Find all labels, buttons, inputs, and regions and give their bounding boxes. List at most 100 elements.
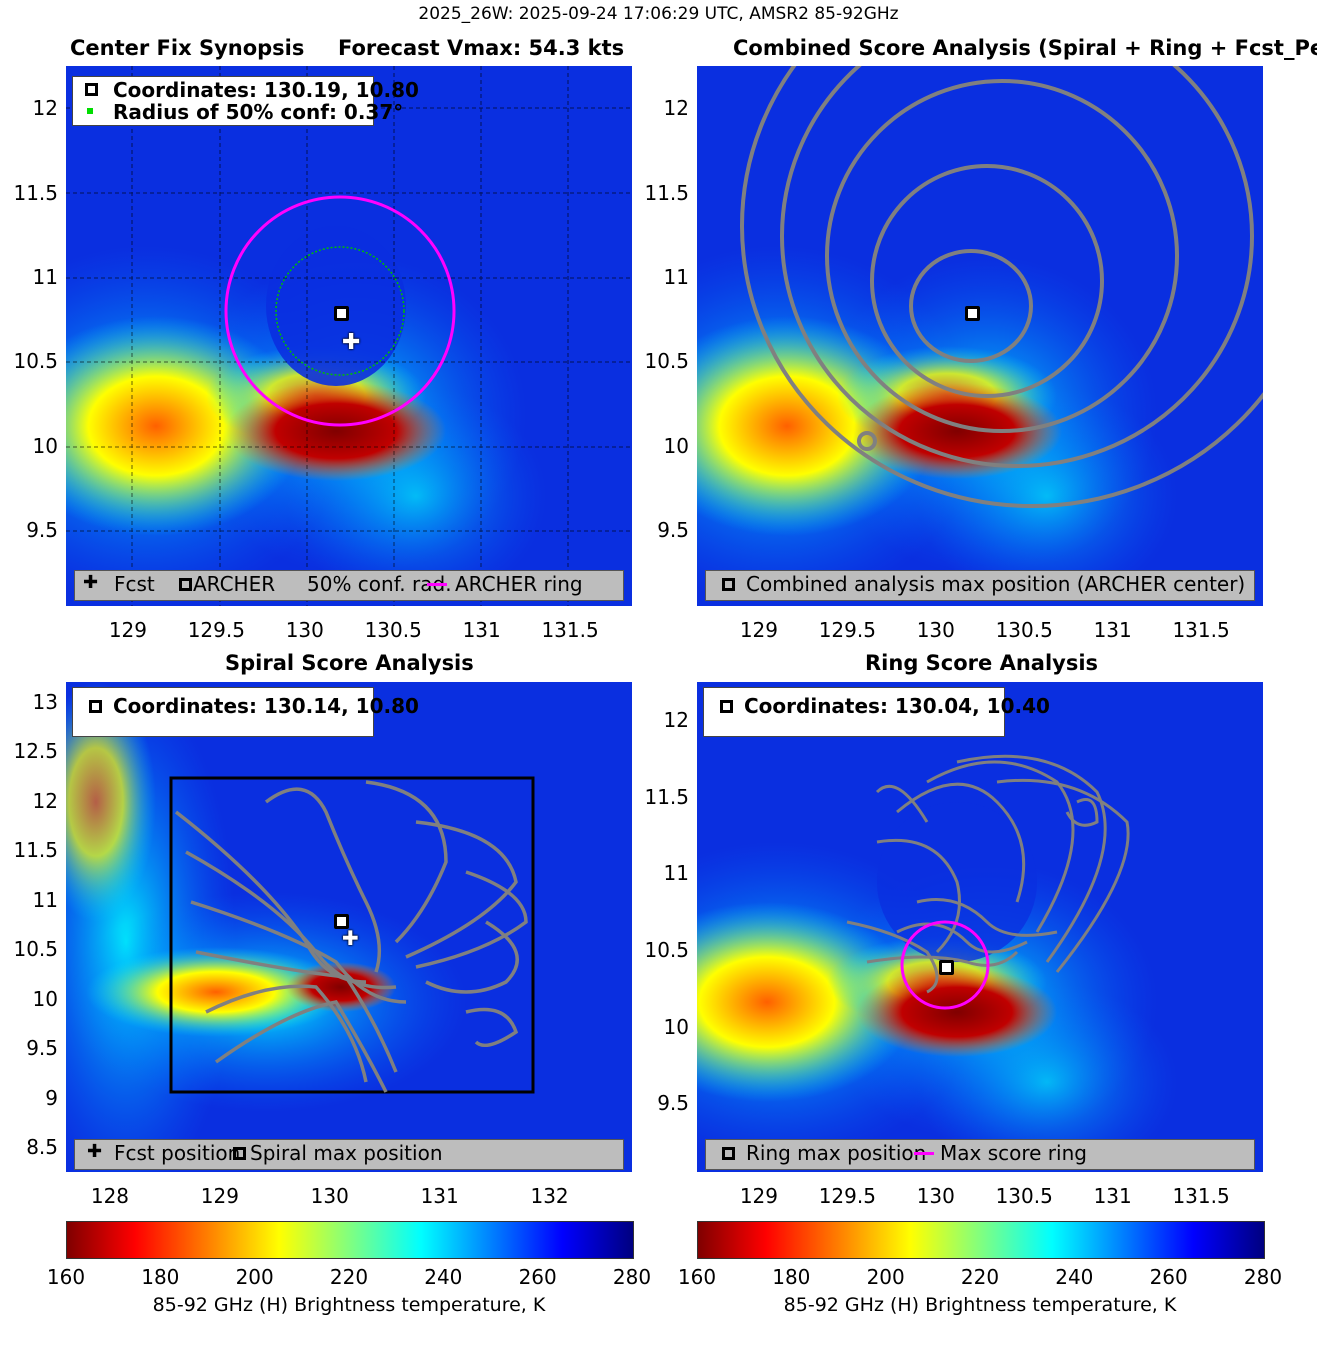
spiral-legend: Coordinates: 130.14, 10.80	[72, 687, 419, 737]
combined-xtick: 131.5	[1172, 618, 1230, 642]
combined-title: Combined Score Analysis (Spiral + Ring +…	[733, 36, 1317, 60]
spiral-search-box	[169, 776, 535, 1094]
combined-xtick: 130.5	[995, 618, 1053, 642]
center-fix-heatmap	[66, 66, 632, 606]
combined-legend-icon	[722, 578, 735, 591]
max-score-legend-label: Max score ring	[940, 1141, 1087, 1165]
combined-ytick: 12	[663, 96, 689, 121]
colorbar-tick: 260	[1149, 1265, 1188, 1289]
spiral-heatmap	[66, 682, 632, 1172]
colorbar-tick: 200	[866, 1265, 905, 1289]
colorbar-tick: 260	[518, 1265, 557, 1289]
ring-bottom-legend: Ring max position Max score ring	[705, 1139, 1255, 1170]
center-fix-bottom-legend: ✚ Fcst ARCHER 50% conf. rad. ARCHER ring	[74, 570, 624, 601]
ring-xtick: 130	[916, 1184, 955, 1208]
spiral-max-legend-icon	[233, 1147, 246, 1160]
spiral-xtick: 132	[530, 1184, 569, 1208]
ring-ytick: 10.5	[644, 937, 689, 962]
spiral-fcst-legend-label: Fcst position	[114, 1141, 241, 1165]
colorbar-tick: 160	[677, 1265, 717, 1289]
spiral-fcst-marker: ✚	[342, 926, 359, 950]
ring-ytick: 11.5	[644, 784, 689, 809]
max-score-legend-line	[914, 1152, 934, 1155]
colorbar-tick: 220	[960, 1265, 1000, 1289]
spiral-ytick: 10	[32, 986, 58, 1011]
center_fix-xtick: 131	[462, 618, 501, 642]
center_fix-ytick: 11.5	[13, 180, 58, 205]
ring-legend-label: ARCHER ring	[455, 572, 583, 596]
ring-ytick: 9.5	[657, 1091, 689, 1116]
archer-legend-icon	[179, 578, 192, 591]
combined-heatmap	[697, 66, 1263, 606]
center_fix-ytick: 11	[32, 264, 58, 289]
spiral-ytick: 11	[32, 887, 58, 912]
fcst-legend-icon: ✚	[83, 572, 99, 593]
combined-xtick: 130	[916, 618, 955, 642]
combined-xtick: 129	[739, 618, 778, 642]
archer-legend-label: ARCHER	[193, 572, 276, 596]
combined-xtick: 129.5	[818, 618, 876, 642]
ring-xtick: 129	[739, 1184, 778, 1208]
spiral-bottom-legend: ✚ Fcst position Spiral max position	[74, 1139, 624, 1170]
center_fix-xtick: 129	[108, 618, 147, 642]
ring-legend-line	[427, 583, 447, 586]
forecast-vmax-title: Forecast Vmax: 54.3 kts	[338, 36, 625, 60]
spiral-ytick: 8.5	[26, 1135, 58, 1160]
colorbar-tick: 240	[1055, 1265, 1094, 1289]
center_fix-xtick: 129.5	[187, 618, 245, 642]
center-fix-title: Center Fix Synopsis	[70, 36, 305, 60]
combined-contours	[740, 66, 1263, 508]
spiral-coords: Coordinates: 130.14, 10.80	[113, 694, 419, 718]
colorbar-left	[66, 1221, 634, 1259]
combined-ytick: 11.5	[644, 180, 689, 205]
colorbar-right	[697, 1221, 1265, 1259]
spiral-xtick: 129	[200, 1184, 239, 1208]
spiral-ytick: 10.5	[13, 937, 58, 962]
center_fix-xtick: 130.5	[364, 618, 422, 642]
fcst-cross-marker: ✚	[342, 330, 361, 355]
ring-ytick: 10	[663, 1014, 689, 1039]
combined-ytick: 10.5	[644, 349, 689, 374]
spiral-xtick: 131	[420, 1184, 459, 1208]
ring-max-legend-label: Ring max position	[746, 1141, 927, 1165]
spiral-xtick: 130	[310, 1184, 349, 1208]
center_fix-xtick: 131.5	[541, 618, 599, 642]
center-fix-legend: Coordinates: 130.19, 10.80 Radius of 50%…	[72, 76, 419, 126]
spiral-fcst-legend-icon: ✚	[87, 1141, 103, 1162]
spiral-ytick: 9.5	[26, 1036, 58, 1061]
center-fix-coords: Coordinates: 130.19, 10.80	[113, 78, 419, 102]
ring-title: Ring Score Analysis	[865, 651, 1099, 675]
combined-ytick: 11	[663, 264, 689, 289]
ring-panel: Coordinates: 130.04, 10.40 Ring max posi…	[697, 682, 1263, 1172]
spiral-panel: ✚ Coordinates: 130.14, 10.80 ✚ Fcst posi…	[66, 682, 632, 1172]
colorbar-tick: 180	[141, 1265, 180, 1289]
colorbar-tick: 180	[772, 1265, 811, 1289]
spiral-ytick: 9	[45, 1085, 58, 1110]
colorbar-right-label: 85-92 GHz (H) Brightness temperature, K	[783, 1294, 1177, 1316]
figure-title: 2025_26W: 2025-09-24 17:06:29 UTC, AMSR2…	[418, 4, 899, 24]
colorbar-tick: 200	[235, 1265, 274, 1289]
combined-xtick: 131	[1093, 618, 1132, 642]
archer-legend-icon	[85, 83, 98, 96]
ring-xtick: 130.5	[995, 1184, 1053, 1208]
combined-panel: Combined analysis max position (ARCHER c…	[697, 66, 1263, 606]
spiral-ytick: 12.5	[13, 739, 58, 764]
spiral-max-marker	[334, 914, 349, 929]
conf-legend-icon	[87, 108, 93, 114]
center_fix-ytick: 10.5	[13, 349, 58, 374]
fcst-legend-label: Fcst	[114, 572, 155, 596]
ring-legend-icon	[720, 700, 733, 713]
colorbar-left-label: 85-92 GHz (H) Brightness temperature, K	[152, 1294, 546, 1316]
spiral-ytick: 11.5	[13, 838, 58, 863]
ring-legend: Coordinates: 130.04, 10.40	[703, 687, 1050, 737]
ring-ytick: 12	[663, 708, 689, 733]
ring-ytick: 11	[663, 861, 689, 886]
center-fix-radius: Radius of 50% conf: 0.37°	[113, 100, 404, 124]
ring-xtick: 131.5	[1172, 1184, 1230, 1208]
center_fix-ytick: 10	[32, 433, 58, 458]
colorbar-tick: 280	[612, 1265, 652, 1289]
ring-heatmap	[697, 682, 1263, 1172]
conf-radius-circle	[275, 246, 405, 376]
ring-max-marker	[939, 960, 954, 975]
center_fix-ytick: 9.5	[26, 518, 58, 543]
